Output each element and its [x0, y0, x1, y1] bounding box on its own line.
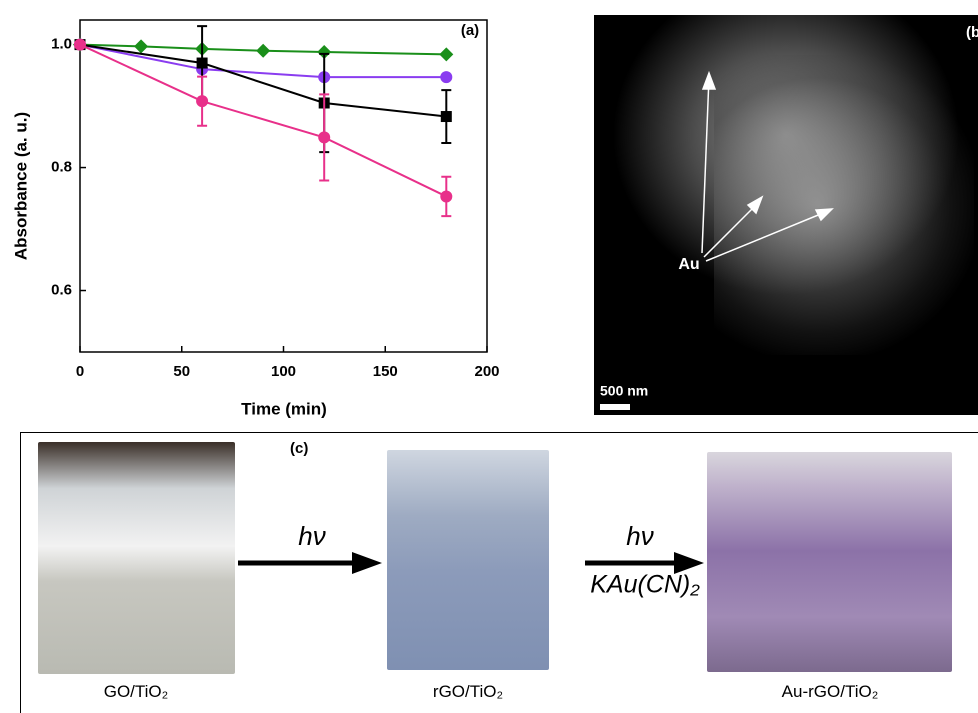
x-axis-label: Time (min) [241, 399, 327, 418]
x-tick-label: 0 [76, 363, 84, 380]
series-line [80, 45, 446, 197]
data-point [197, 58, 208, 69]
x-tick-label: 150 [373, 363, 398, 380]
data-point [134, 39, 148, 53]
caption: Au-rGO/TiO₂ [730, 682, 930, 702]
y-tick-label: 0.8 [51, 159, 72, 176]
data-point [440, 190, 452, 202]
flask-photo [707, 452, 952, 672]
scale-bar-label: 500 nm [600, 383, 648, 399]
y-axis-label: Absorbance (a. u.) [11, 112, 30, 260]
reaction-arrows: hν hν KAu(CN)₂ [230, 520, 710, 610]
data-point [440, 71, 452, 83]
chart: (a) Time (min) Absorbance (a. u.) 0 50 100… [0, 0, 520, 425]
x-tick-label: 50 [173, 363, 190, 380]
y-tick-label: 0.6 [51, 281, 72, 298]
arrows [702, 73, 832, 261]
data-point [318, 131, 330, 143]
data-point [441, 111, 452, 122]
panel-label: (b) [966, 24, 978, 41]
data-point [74, 39, 86, 51]
scale-bar [600, 404, 630, 410]
data-point [256, 44, 270, 58]
caption: GO/TiO₂ [36, 682, 236, 702]
data-point [196, 95, 208, 107]
arrow-head [352, 552, 382, 574]
caption: rGO/TiO₂ [368, 682, 568, 702]
x-tick-label: 100 [271, 363, 296, 380]
arrow-label: KAu(CN)₂ [590, 571, 700, 599]
x-tick-label: 200 [474, 363, 499, 380]
micrograph-overlay: (b) Au 500 nm [594, 15, 978, 415]
au-label: Au [678, 256, 699, 273]
data-point [439, 47, 453, 61]
y-tick-label: 1.0 [51, 36, 72, 53]
panel-label: (a) [461, 22, 479, 39]
panel-label: (c) [290, 440, 308, 457]
flask-photo [38, 442, 235, 674]
arrow-label: hν [626, 521, 653, 551]
arrow-label: hν [298, 521, 325, 551]
page: (a) Time (min) Absorbance (a. u.) 0 50 100… [0, 0, 978, 713]
